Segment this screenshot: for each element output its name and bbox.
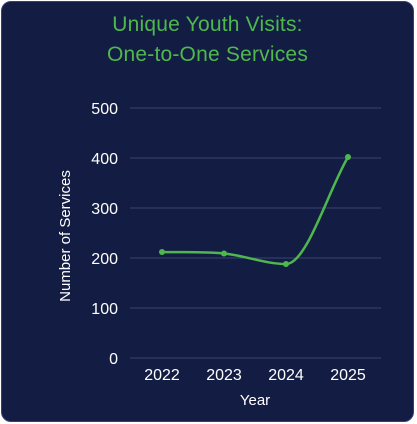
grid-lines (130, 107, 381, 359)
y-axis-label: Number of Services (57, 170, 74, 302)
x-tick-label: 2023 (206, 367, 242, 384)
data-point (221, 250, 227, 257)
y-tick-label: 300 (91, 201, 118, 218)
data-point (159, 249, 165, 255)
y-tick-label: 0 (109, 351, 118, 368)
x-axis-label: Year (240, 392, 270, 409)
x-axis-ticks: 2022 2023 2024 2025 (144, 367, 366, 384)
data-points (159, 154, 351, 267)
chart-title-line-2: One-to-One Services (106, 43, 309, 66)
data-point (345, 154, 351, 160)
y-tick-label: 200 (91, 251, 118, 268)
series-line (160, 155, 350, 266)
y-tick-label: 400 (91, 151, 118, 168)
data-point (283, 261, 289, 267)
y-tick-label: 100 (91, 301, 118, 318)
x-tick-label: 2024 (268, 367, 304, 384)
x-tick-label: 2022 (144, 367, 180, 384)
y-axis-ticks: 0 100 200 300 400 500 (91, 101, 118, 368)
chart-title-line-1: Unique Youth Visits: (112, 13, 303, 36)
y-tick-label: 500 (91, 101, 118, 118)
x-tick-label: 2025 (330, 367, 366, 384)
